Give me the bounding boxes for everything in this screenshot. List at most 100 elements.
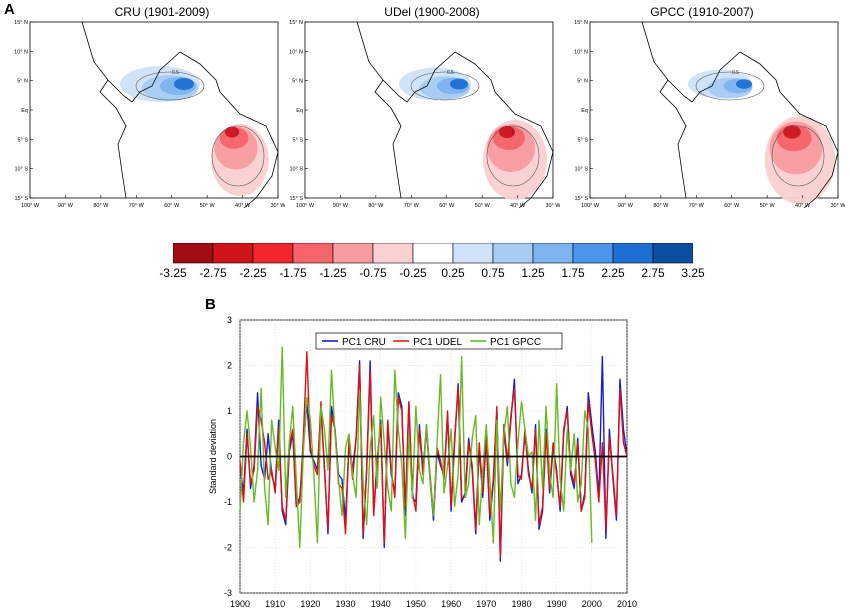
lon-tick-label: 50° W (200, 203, 216, 209)
lon-tick-label: 50° W (475, 203, 491, 209)
lon-tick-label: 80° W (653, 203, 669, 209)
lat-tick-label: Eq (21, 108, 28, 114)
legend-entry: PC1 GPCC (490, 337, 541, 348)
x-tick-label: 1990 (547, 599, 567, 609)
map-title-udel: UDel (1900-2008) (384, 5, 480, 19)
contour-label: 0.5 (447, 70, 454, 76)
x-tick-label: 2000 (582, 599, 602, 609)
legend-box (315, 332, 563, 350)
colorbar-tick-label: 1.75 (561, 266, 585, 280)
contour-label: 1 (236, 130, 239, 136)
lon-tick-label: 90° W (58, 203, 74, 209)
lat-tick-label: 10° S (289, 167, 303, 173)
lat-tick-label: 15° S (14, 196, 28, 202)
colorbar (173, 243, 693, 264)
x-tick-label: 1970 (476, 599, 496, 609)
x-tick-label: 1920 (300, 599, 320, 609)
colorbar-tick-label: -0.75 (359, 266, 387, 280)
colorbar-tick-label: 0.75 (481, 266, 505, 280)
y-tick-label: 0 (227, 452, 232, 462)
legend-entry: PC1 CRU (342, 337, 386, 348)
lon-tick-label: 80° W (368, 203, 384, 209)
lon-tick-label: 90° W (618, 203, 634, 209)
lon-tick-label: 40° W (235, 203, 251, 209)
lon-tick-label: 70° W (404, 203, 420, 209)
lon-tick-label: 100° W (296, 203, 315, 209)
legend-entry: PC1 UDEL (413, 337, 462, 348)
lat-tick-label: 10° S (14, 167, 28, 173)
lat-tick-label: Eq (581, 108, 588, 114)
x-tick-label: 1950 (406, 599, 426, 609)
colorbar-tick-label: -1.75 (279, 266, 307, 280)
contour-line (410, 71, 480, 101)
coastline (374, 79, 402, 199)
x-tick-label: 2010 (617, 599, 637, 609)
x-tick-label: 1930 (336, 599, 356, 609)
lat-tick-label: 15° N (574, 20, 588, 26)
lon-tick-label: 30° W (830, 203, 845, 209)
colorbar-tick-label: 2.75 (641, 266, 665, 280)
contour-label: 1 (796, 130, 799, 136)
panel-b-label: B (205, 296, 216, 313)
y-axis-label: Standard deviation (208, 419, 218, 494)
y-tick-label: -2 (224, 543, 232, 553)
panel-a-label: A (4, 1, 15, 18)
lat-tick-label: Eq (296, 108, 303, 114)
x-tick-label: 1910 (265, 599, 285, 609)
lon-tick-label: 100° W (21, 203, 40, 209)
x-tick-label: 1900 (230, 599, 250, 609)
contour-line (771, 125, 825, 187)
lat-tick-label: 15° S (289, 196, 303, 202)
lat-tick-label: 10° S (574, 167, 588, 173)
contour-label: 0.5 (732, 70, 739, 76)
lon-tick-label: 60° W (724, 203, 740, 209)
colorbar-cell (652, 243, 693, 264)
lat-tick-label: 15° N (289, 20, 303, 26)
anomaly-blue-region (736, 79, 752, 89)
x-tick-label: 1960 (441, 599, 461, 609)
series-line-pc1-gpcc (239, 346, 593, 549)
colorbar-tick-label: -0.25 (399, 266, 427, 280)
colorbar-tick-label: 1.25 (521, 266, 545, 280)
lon-tick-label: 60° W (439, 203, 455, 209)
lon-tick-label: 90° W (333, 203, 349, 209)
x-tick-label: 1980 (511, 599, 531, 609)
colorbar-tick-label: -3.25 (159, 266, 187, 280)
lon-tick-label: 40° W (510, 203, 526, 209)
y-tick-label: 2 (227, 361, 232, 371)
y-tick-label: -1 (224, 497, 232, 507)
contour-line (211, 125, 265, 187)
map-title-cru: CRU (1901-2009) (114, 5, 210, 19)
lat-tick-label: 5° S (18, 137, 29, 143)
lon-tick-label: 70° W (689, 203, 705, 209)
contour-line (486, 125, 540, 187)
anomaly-red-region (224, 126, 240, 138)
contour-label: 0.5 (172, 70, 179, 76)
contour-line (135, 71, 205, 101)
colorbar-tick-label: 3.25 (681, 266, 705, 280)
y-tick-label: 1 (227, 406, 232, 416)
lon-tick-label: 80° W (93, 203, 109, 209)
lat-tick-label: 10° N (574, 49, 588, 55)
lon-tick-label: 50° W (760, 203, 776, 209)
contour-line (695, 71, 765, 101)
anomaly-blue-region (450, 78, 468, 90)
map-title-gpcc: GPCC (1910-2007) (650, 5, 754, 19)
colorbar-tick-label: -2.75 (199, 266, 227, 280)
colorbar-tick-label: -1.25 (319, 266, 347, 280)
lat-tick-label: 15° N (14, 20, 28, 26)
anomaly-red-region (499, 126, 515, 138)
lat-tick-label: 5° N (577, 79, 588, 85)
y-tick-label: -3 (224, 588, 232, 598)
lon-tick-label: 60° W (164, 203, 180, 209)
anomaly-blue-region (174, 78, 194, 90)
lon-tick-label: 30° W (270, 203, 285, 209)
lon-tick-label: 30° W (545, 203, 560, 209)
coastline (99, 79, 127, 199)
